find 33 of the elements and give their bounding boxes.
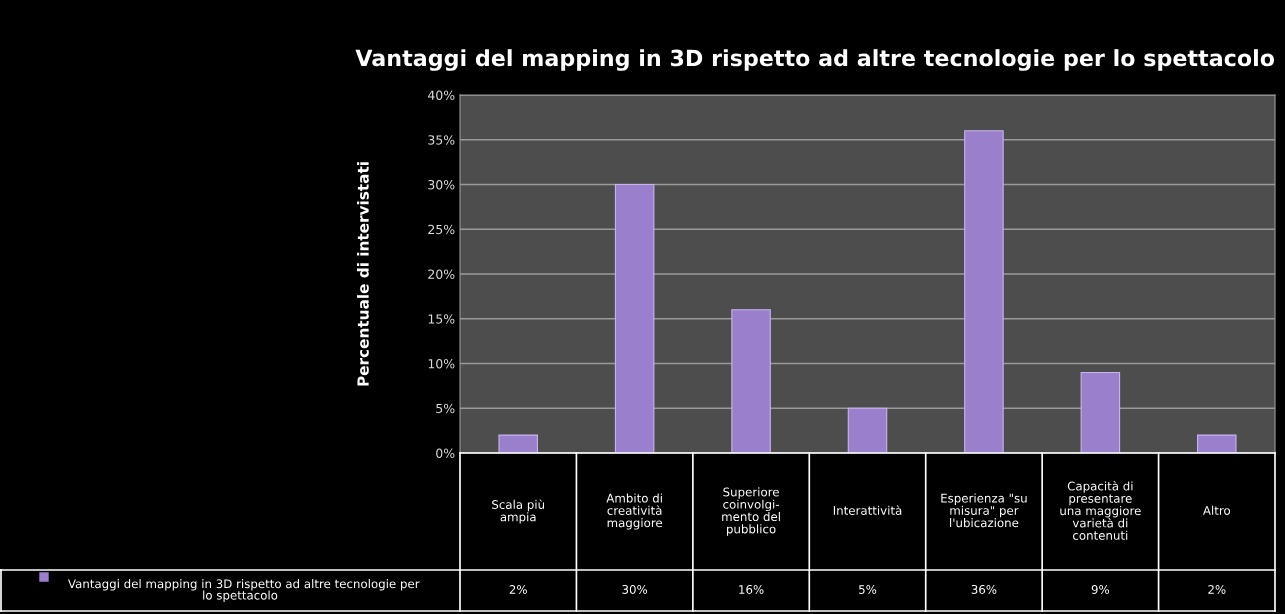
y-tick-label: 10% [428,358,455,369]
x-tick-label: Scala più ampia [492,499,545,524]
x-tick-label: Interattività [833,505,902,515]
text: Vantaggi del mapping in 3D rispetto ad altre tecnologie per lo spettacolo [68,579,420,602]
x-tick-label: Altro [1202,505,1231,515]
data-label: 36% [971,585,997,594]
data-label: 5% [859,585,877,594]
data-label: 2% [1208,585,1226,594]
data-label: 9% [1091,585,1110,594]
bar [614,183,655,453]
y-tick-label: 15% [428,314,455,324]
x-tick-label: Capacità di presentare una maggiore varietà di contenuti [1060,480,1141,540]
x-tick-label: Ambito di creatività maggiore [606,493,663,530]
data-label: 30% [622,585,648,594]
y-tick-label: 5% [436,403,455,414]
y-tick-label: 40% [427,90,455,100]
bar [847,407,888,453]
y-tick-label: 20% [428,269,455,279]
bar [964,130,1004,453]
x-tick-label: Esperienza "su misura" per l'ubicazione [941,493,1027,528]
bar [498,434,538,453]
bar [731,309,771,453]
y-tick-label: 35% [428,135,455,145]
data-label: 16% [739,585,764,594]
y-axis-title: Percentuale di intervistati [357,162,369,386]
y-tick-label: 30% [428,179,455,190]
y-tick-label: 0% [436,448,455,458]
data-label: 2% [509,585,527,594]
chart-title: Vantaggi del mapping in 3D rispetto ad altre tecnologie per lo spettacolo [355,49,1275,71]
bar [1080,371,1121,453]
bar [1197,434,1237,453]
y-tick-label: 25% [428,224,455,235]
x-tick-label: Superiore coinvolgi- mento del pubblico [722,487,780,536]
